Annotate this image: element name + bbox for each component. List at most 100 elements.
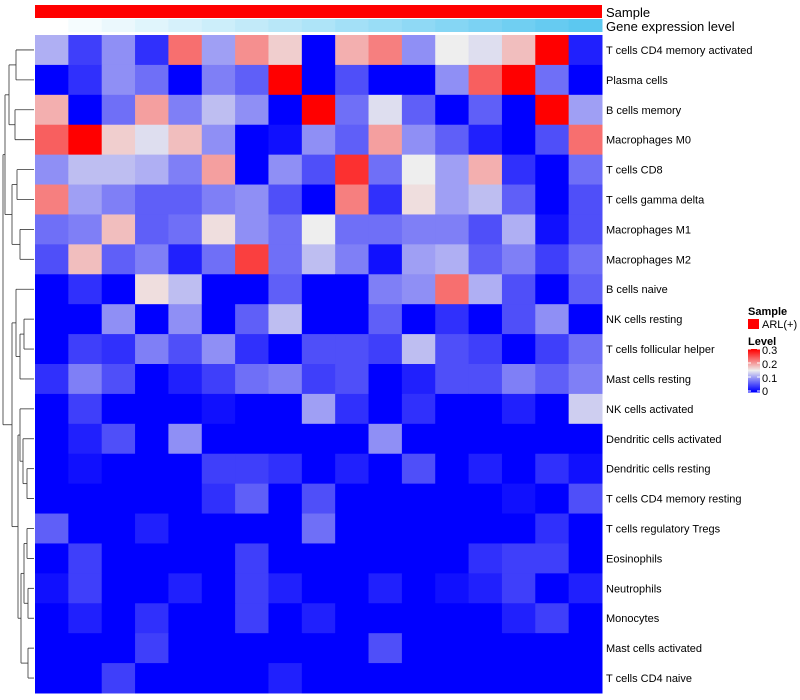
heatmap-cell [301, 513, 336, 544]
heatmap-cell [335, 244, 370, 275]
heatmap-cell [468, 573, 503, 604]
legend-sample-title: Sample [748, 306, 787, 318]
heatmap-cell [568, 364, 603, 395]
heatmap-cell [268, 94, 303, 126]
heatmap-cell [435, 124, 470, 156]
legend-tick: 0.1 [762, 373, 777, 385]
heatmap-cell [201, 94, 236, 126]
heatmap-cell [301, 663, 336, 694]
heatmap-cell [168, 364, 203, 395]
heatmap-cell [335, 393, 370, 425]
heatmap-cell [268, 244, 303, 275]
heatmap-cell [301, 124, 336, 156]
legend-gradient-step [748, 360, 760, 362]
heatmap-cell [201, 184, 236, 215]
heatmap-cell [101, 334, 136, 365]
expression-annotation-cell [535, 19, 570, 32]
heatmap-cell [201, 304, 236, 335]
legend-gradient-step [748, 352, 760, 354]
legend-gradient-step [748, 354, 760, 356]
heatmap-cell [68, 94, 103, 126]
heatmap-cell [201, 663, 236, 694]
legend-gradient-step [748, 361, 760, 363]
heatmap-cell [468, 274, 503, 305]
heatmap-cell [501, 513, 536, 544]
heatmap-cell [101, 633, 136, 664]
heatmap-cell [568, 663, 603, 694]
heatmap-cell [101, 154, 136, 186]
legend-gradient-step [748, 384, 760, 386]
heatmap-cell [268, 64, 303, 96]
heatmap-cell [268, 184, 303, 215]
heatmap-cell [435, 214, 470, 245]
heatmap-cell [68, 214, 103, 245]
heatmap-cell [168, 393, 203, 425]
heatmap-cell [568, 214, 603, 245]
heatmap-cell [35, 423, 69, 455]
heatmap-cell [168, 453, 203, 485]
heatmap-cell [535, 633, 570, 664]
heatmap-cell [301, 274, 336, 305]
heatmap-cell [68, 633, 103, 664]
heatmap-cell [135, 184, 169, 215]
heatmap-cell [401, 364, 436, 395]
row-label: T cells CD8 [606, 165, 663, 177]
heatmap-cell [501, 214, 536, 245]
heatmap-cell [235, 573, 269, 604]
heatmap-cell [268, 633, 303, 664]
heatmap-cell [168, 214, 203, 245]
heatmap-cell [568, 603, 603, 634]
heatmap-cell [301, 35, 336, 66]
legend-gradient-step [748, 350, 760, 352]
heatmap-cell [501, 663, 536, 694]
heatmap-cell [101, 35, 136, 66]
heatmap-cell [135, 453, 169, 485]
heatmap-cell [501, 304, 536, 335]
heatmap-cell [501, 35, 536, 66]
heatmap-cell [68, 603, 103, 634]
heatmap-cell [35, 154, 69, 186]
heatmap-cell [368, 124, 403, 156]
heatmap-cell [235, 35, 269, 66]
heatmap-cell [535, 513, 570, 544]
legend-gradient-step [748, 385, 760, 387]
heatmap-cell [301, 423, 336, 455]
heatmap-cell [301, 393, 336, 425]
heatmap-cell [568, 124, 603, 156]
row-label: Monocytes [606, 613, 660, 625]
heatmap-cell [68, 304, 103, 335]
heatmap-cell [368, 94, 403, 126]
heatmap-cell [368, 483, 403, 515]
heatmap-cell [535, 334, 570, 365]
expression-annotation-cell [468, 19, 503, 32]
heatmap-cell [401, 334, 436, 365]
heatmap-cell [101, 603, 136, 634]
legend-gradient-step [748, 371, 760, 373]
heatmap-cell [335, 483, 370, 515]
heatmap-cell [301, 603, 336, 634]
heatmap-cell [35, 94, 69, 126]
heatmap-cell [301, 453, 336, 485]
heatmap-cell [535, 543, 570, 574]
heatmap-cell [468, 154, 503, 186]
heatmap-cell [68, 244, 103, 275]
annotation-label-sample: Sample [606, 5, 650, 20]
heatmap-cell [268, 364, 303, 395]
heatmap-cell [268, 423, 303, 455]
heatmap-cell [435, 364, 470, 395]
row-label: Macrophages M1 [606, 224, 691, 236]
heatmap-cell [101, 663, 136, 694]
expression-annotation-cell [235, 19, 269, 32]
heatmap-cell [68, 124, 103, 156]
heatmap-cell [301, 633, 336, 664]
heatmap-cell [568, 543, 603, 574]
row-label: Macrophages M0 [606, 135, 691, 147]
heatmap-cell [435, 573, 470, 604]
heatmap-cell [468, 423, 503, 455]
heatmap-cell [501, 334, 536, 365]
heatmap-cell [535, 274, 570, 305]
heatmap-cell [535, 453, 570, 485]
heatmap-cell [568, 633, 603, 664]
heatmap-cell [301, 184, 336, 215]
heatmap-cell [201, 244, 236, 275]
